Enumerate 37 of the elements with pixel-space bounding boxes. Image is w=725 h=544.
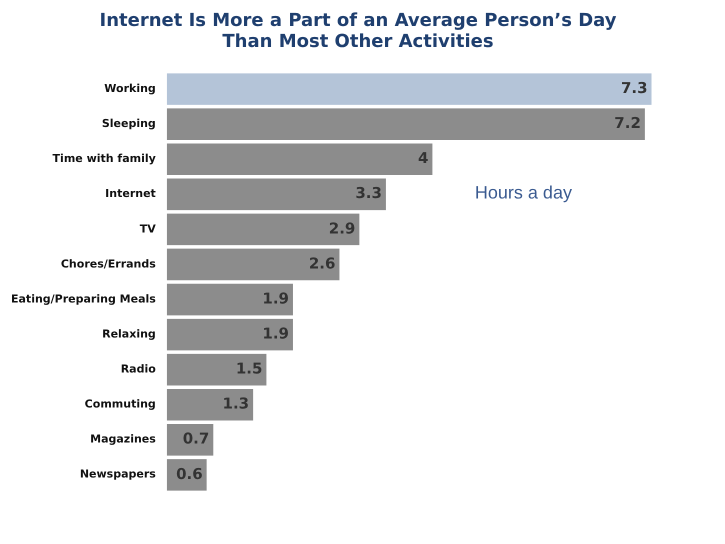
y-tick-label: Internet	[105, 187, 156, 200]
y-tick-label: Commuting	[84, 398, 156, 411]
bar	[166, 318, 293, 350]
y-tick-label: Newspapers	[80, 468, 156, 481]
data-label: 1.9	[262, 289, 289, 308]
bar	[166, 354, 266, 386]
data-label: 0.7	[182, 430, 210, 448]
annotation: Hours a day	[474, 182, 572, 203]
data-label: 1.5	[236, 360, 262, 378]
bar	[166, 214, 360, 246]
bar	[166, 178, 386, 210]
y-tick-label: Time with family	[52, 152, 156, 166]
chart-title: Internet Is More a Part of an Average Person’s Day Than Most Other Activities	[98, 10, 618, 52]
data-label: 0.6	[176, 464, 203, 483]
bar	[166, 388, 254, 421]
data-label: 4	[418, 149, 428, 168]
y-tick-label: Radio	[120, 362, 156, 376]
bar	[166, 143, 432, 176]
y-tick-label: TV	[140, 222, 156, 236]
data-label: 1.3	[222, 394, 250, 413]
data-label: 2.6	[308, 254, 336, 272]
bar	[166, 73, 652, 105]
bar	[166, 108, 645, 140]
data-label: 1.9	[262, 324, 289, 342]
data-label: 7.2	[614, 114, 641, 132]
bar	[166, 284, 293, 316]
bar	[166, 248, 340, 280]
y-tick-label: Chores/Errands	[60, 257, 156, 270]
y-tick-label: Sleeping	[102, 117, 156, 130]
data-label: 7.3	[620, 79, 648, 98]
y-tick-label: Working	[104, 82, 156, 95]
y-tick-label: Relaxing	[102, 327, 156, 340]
bar	[166, 424, 214, 456]
y-tick-label: Magazines	[90, 432, 156, 446]
y-tick-label: Eating/Preparing Meals	[11, 292, 156, 306]
data-label: 2.9	[328, 219, 356, 238]
data-label: 3.3	[355, 184, 382, 202]
